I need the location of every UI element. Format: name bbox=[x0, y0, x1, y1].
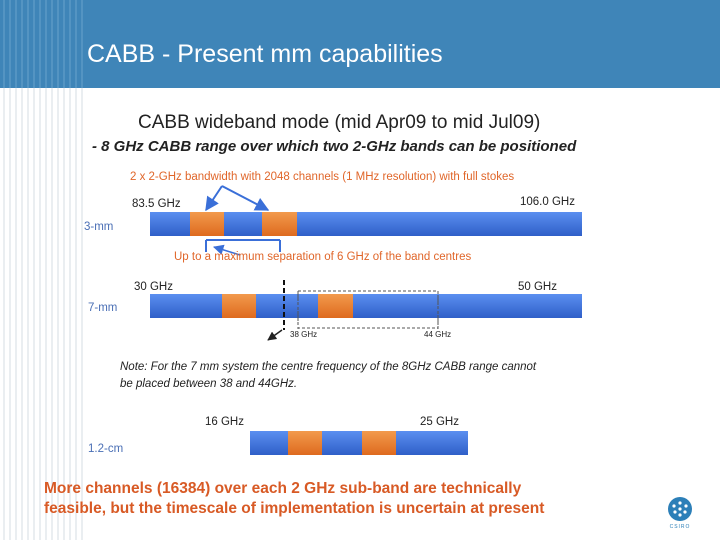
slide-title: CABB - Present mm capabilities bbox=[87, 40, 443, 68]
seven-mm-excluded-range bbox=[297, 290, 439, 329]
band-diagram: CABB wideband mode (mid Apr09 to mid Jul… bbox=[84, 112, 582, 455]
figure-subheading: - 8 GHz CABB range over which two 2-GHz … bbox=[92, 138, 577, 155]
twelve-cm-band bbox=[250, 431, 468, 455]
twelve-cm-low-label: 16 GHz bbox=[205, 416, 244, 428]
three-mm-label: 3-mm bbox=[84, 221, 113, 233]
twelve-cm-subband-2 bbox=[362, 431, 396, 455]
csiro-logo-icon bbox=[668, 497, 692, 521]
title-bar-stripes bbox=[3, 0, 83, 88]
three-mm-high-label: 106.0 GHz bbox=[520, 196, 575, 208]
seven-mm-low-label: 30 GHz bbox=[134, 281, 173, 293]
seven-mm-label: 7-mm bbox=[88, 302, 117, 314]
footnote-line-1: More channels (16384) over each 2 GHz su… bbox=[44, 480, 522, 497]
seven-mm-subband-1 bbox=[222, 294, 256, 318]
twelve-cm-high-label: 25 GHz bbox=[420, 416, 459, 428]
bandwidth-note: 2 x 2-GHz bandwidth with 2048 channels (… bbox=[130, 171, 514, 183]
three-mm-subband-1 bbox=[190, 212, 224, 236]
seven-mm-gap-high: 44 GHz bbox=[424, 330, 451, 339]
twelve-cm-label: 1.2-cm bbox=[88, 443, 123, 455]
seven-mm-high-label: 50 GHz bbox=[518, 281, 557, 293]
twelve-cm-subband-1 bbox=[288, 431, 322, 455]
separation-note: Up to a maximum separation of 6 GHz of t… bbox=[174, 251, 471, 263]
seven-mm-band bbox=[150, 294, 582, 318]
note-line-2: be placed between 38 and 44GHz. bbox=[120, 378, 297, 390]
decorative-stripes bbox=[3, 0, 83, 540]
footnote-line-2: feasible, but the timescale of implement… bbox=[44, 500, 545, 517]
note-line-1: Note: For the 7 mm system the centre fre… bbox=[120, 361, 537, 373]
logo-text: CSIRO bbox=[669, 524, 691, 530]
seven-mm-subband-2 bbox=[318, 294, 353, 318]
three-mm-low-label: 83.5 GHz bbox=[132, 198, 181, 210]
title-bar bbox=[0, 0, 720, 88]
footnote: More channels (16384) over each 2 GHz su… bbox=[44, 479, 654, 519]
three-mm-subband-2 bbox=[262, 212, 297, 236]
seven-mm-gap-low: 38 GHz bbox=[290, 330, 317, 339]
figure-heading: CABB wideband mode (mid Apr09 to mid Jul… bbox=[138, 112, 540, 133]
